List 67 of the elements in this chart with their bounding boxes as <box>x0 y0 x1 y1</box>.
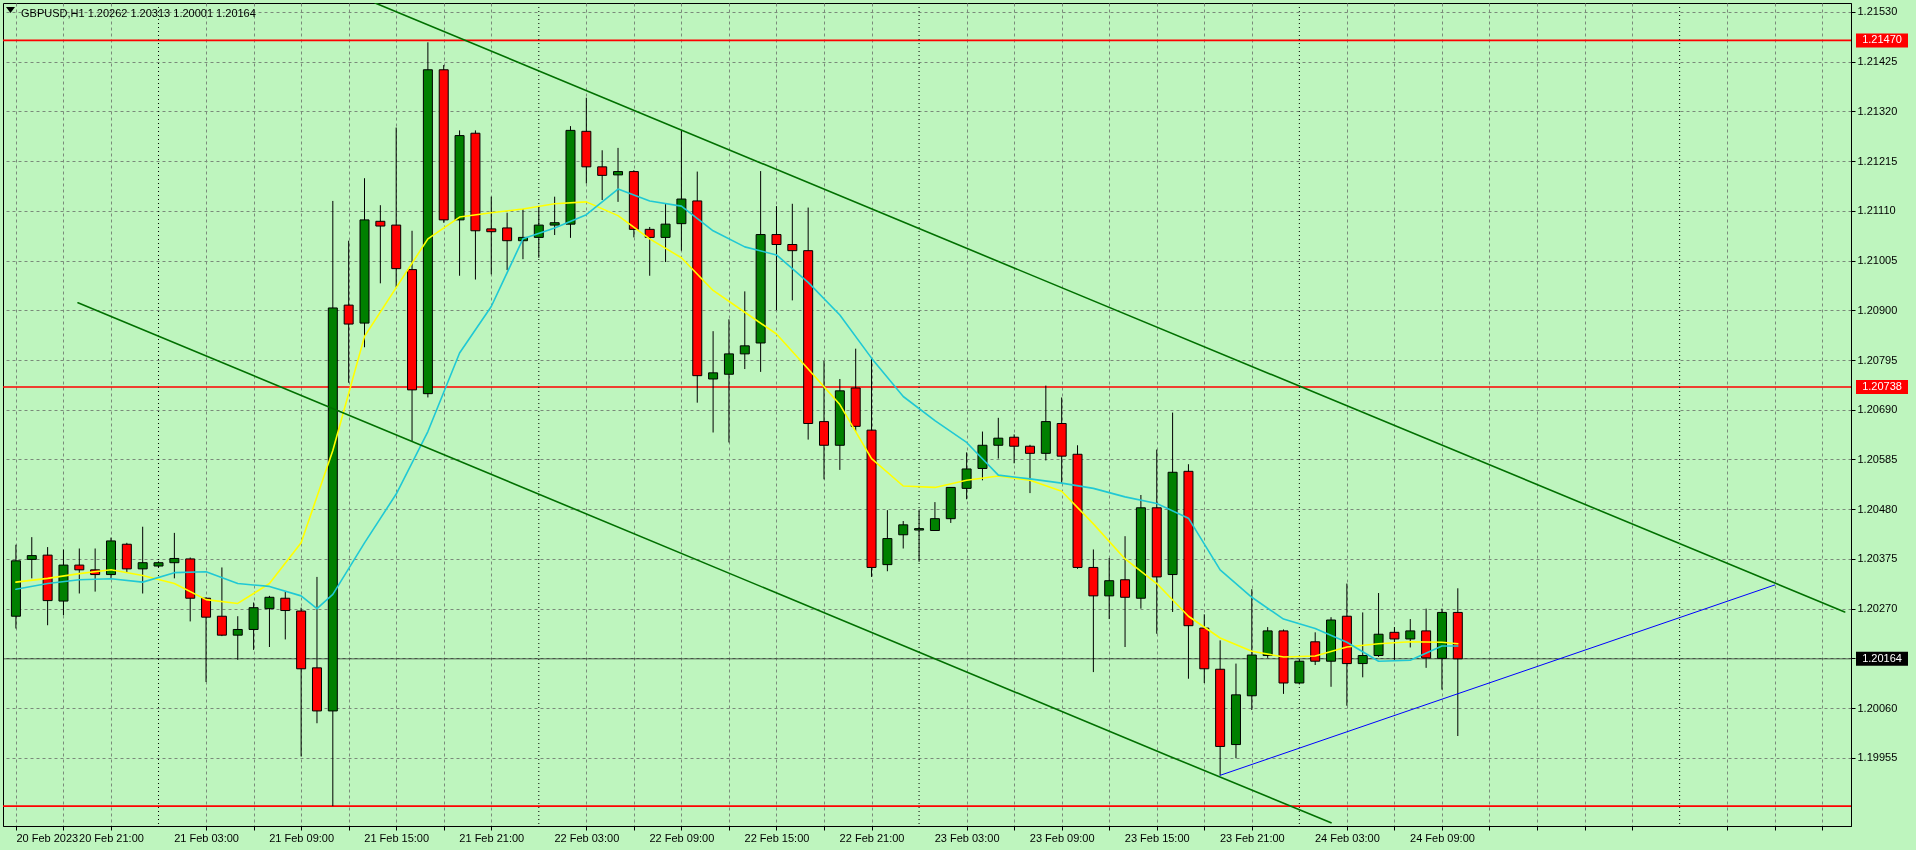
x-tick-label: 20 Feb 21:00 <box>79 831 144 844</box>
y-tick-label: 1.20270 <box>1857 602 1898 615</box>
candlestick <box>486 196 497 275</box>
candlestick <box>216 566 227 637</box>
y-tick-label: 1.20375 <box>1857 552 1898 565</box>
x-tick-label: 23 Feb 15:00 <box>1124 831 1190 844</box>
x-tick-label: 22 Feb 03:00 <box>554 831 620 844</box>
candlestick <box>502 212 513 271</box>
ref-line-label: 1.21470 <box>1862 33 1902 46</box>
candlestick <box>26 536 37 579</box>
candlestick <box>1104 557 1115 620</box>
candlestick <box>898 520 909 550</box>
candlestick <box>660 203 671 263</box>
y-tick-label: 1.19955 <box>1857 751 1898 764</box>
candlestick <box>264 595 275 648</box>
candlestick <box>597 149 608 201</box>
candlestick <box>343 240 354 384</box>
candlestick <box>961 451 972 500</box>
candlestick <box>1009 433 1020 464</box>
candlestick <box>723 318 734 443</box>
candlestick <box>977 431 988 481</box>
candlestick <box>929 501 940 532</box>
candlestick <box>771 205 782 311</box>
x-tick-label: 22 Feb 21:00 <box>839 831 905 844</box>
candlestick <box>137 526 148 594</box>
y-tick-label: 1.20690 <box>1857 403 1898 416</box>
y-tick-label: 1.21320 <box>1857 104 1898 117</box>
x-tick-label: 23 Feb 21:00 <box>1219 831 1285 844</box>
y-tick-label: 1.21110 <box>1857 204 1896 217</box>
y-tick-label: 1.21005 <box>1857 254 1898 267</box>
x-tick-label: 23 Feb 03:00 <box>934 831 1000 844</box>
candlestick <box>280 591 291 640</box>
candlestick <box>74 548 85 594</box>
y-tick-label: 1.20585 <box>1857 452 1898 465</box>
x-tick-label: 21 Feb 09:00 <box>269 831 335 844</box>
candlestick <box>375 204 386 284</box>
y-tick-label: 1.20795 <box>1857 353 1898 366</box>
y-tick-label: 1.20060 <box>1857 701 1898 714</box>
ref-line-label: 1.20164 <box>1862 651 1902 664</box>
x-tick-label: 20 Feb 2023 <box>16 831 79 844</box>
y-tick-label: 1.21530 <box>1857 5 1898 18</box>
candlestick <box>739 290 750 370</box>
candlestick <box>613 147 624 203</box>
candlestick <box>248 601 259 651</box>
y-tick-label: 1.20900 <box>1857 303 1898 316</box>
ref-line-label: 1.20738 <box>1862 380 1902 393</box>
candlestick <box>1120 535 1131 648</box>
candlestick <box>644 226 655 277</box>
x-tick-label: 24 Feb 09:00 <box>1410 831 1475 844</box>
x-tick-label: 21 Feb 15:00 <box>364 831 430 844</box>
chart-title: GBPUSD,H1 1.20262 1.20313 1.20001 1.20164 <box>21 6 256 19</box>
candlestick <box>708 330 719 433</box>
x-tick-label: 22 Feb 09:00 <box>649 831 715 844</box>
x-tick-label: 22 Feb 15:00 <box>744 831 810 844</box>
y-tick-label: 1.21215 <box>1857 154 1898 167</box>
candlestick <box>993 417 1004 460</box>
candlestick <box>549 196 560 236</box>
candlestick <box>169 532 180 579</box>
candlestick <box>1024 444 1035 494</box>
x-tick-label: 21 Feb 21:00 <box>459 831 525 844</box>
y-tick-label: 1.21425 <box>1857 55 1898 68</box>
candlestick <box>787 203 798 301</box>
x-tick-label: 21 Feb 03:00 <box>174 831 239 844</box>
x-tick-label: 23 Feb 09:00 <box>1029 831 1095 844</box>
candlestick <box>1405 618 1416 648</box>
x-tick-label: 24 Feb 03:00 <box>1314 831 1380 844</box>
y-tick-label: 1.20480 <box>1857 502 1898 515</box>
